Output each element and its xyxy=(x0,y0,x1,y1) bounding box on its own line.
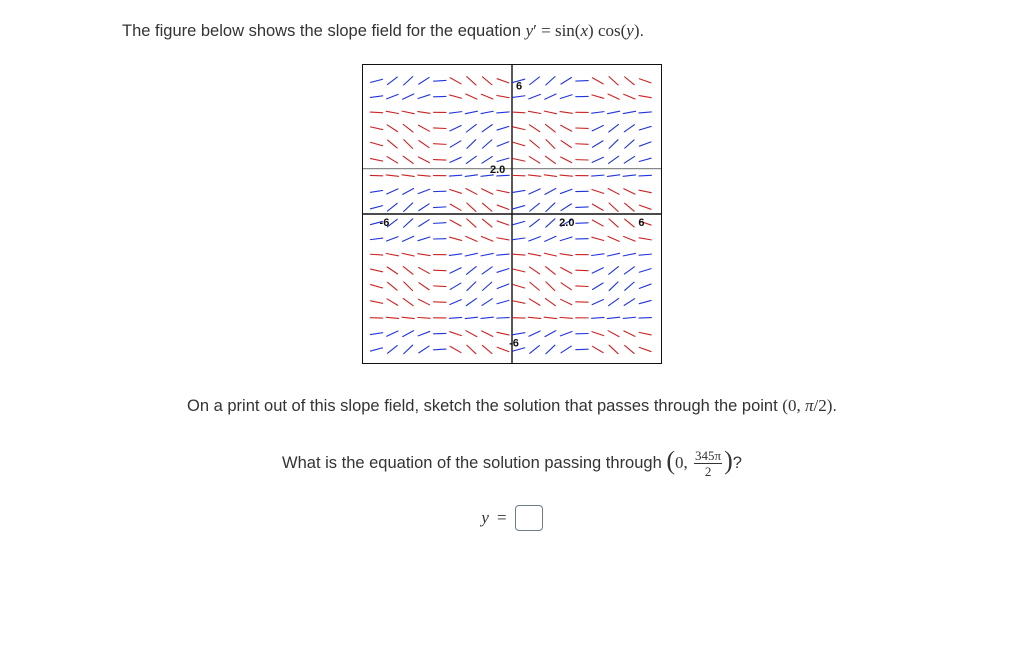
svg-text:2.0: 2.0 xyxy=(559,217,574,229)
intro-period: . xyxy=(640,22,645,40)
svg-text:6: 6 xyxy=(638,217,644,229)
q2-frac-num: 345π xyxy=(694,449,722,464)
eq-eq: = xyxy=(537,21,555,40)
answer-row: y = xyxy=(102,504,922,533)
slope-field-svg: 6 -6 -6 6 2.0 2.0 xyxy=(363,65,661,363)
eq-y: y xyxy=(526,21,534,40)
page-root: The figure below shows the slope field f… xyxy=(0,0,1024,667)
slope-field-figure: 6 -6 -6 6 2.0 2.0 xyxy=(362,64,662,364)
answer-eq: = xyxy=(497,504,507,533)
eq-x: x xyxy=(580,21,588,40)
q2-frac-den: 2 xyxy=(694,464,722,478)
q2-prefix: What is the equation of the solution pas… xyxy=(282,454,666,472)
q1-two: 2 xyxy=(818,396,827,415)
questions-block: On a print out of this slope field, sket… xyxy=(102,392,922,533)
answer-lhs: y xyxy=(481,504,489,533)
intro-prefix: The figure below shows the slope field f… xyxy=(122,22,526,40)
question-2: What is the equation of the solution pas… xyxy=(102,449,922,478)
svg-text:6: 6 xyxy=(516,80,522,92)
answer-input[interactable] xyxy=(515,505,543,531)
q1-period: . xyxy=(832,397,837,415)
eq-cos: cos xyxy=(594,21,621,40)
q2-fraction: 345π2 xyxy=(694,449,722,478)
q2-qmark: ? xyxy=(733,454,742,472)
svg-text:-6: -6 xyxy=(380,217,390,229)
eq-sin: sin xyxy=(555,21,575,40)
svg-text:-6: -6 xyxy=(509,337,519,349)
q2-lp: ( xyxy=(666,446,675,475)
q1-comma: , xyxy=(796,396,805,415)
q2-comma: , xyxy=(684,453,693,472)
eq-y2: y xyxy=(626,21,634,40)
q2-zero: 0 xyxy=(675,453,684,472)
question-1: On a print out of this slope field, sket… xyxy=(102,392,922,421)
q1-prefix: On a print out of this slope field, sket… xyxy=(187,397,782,415)
q2-rp: ) xyxy=(724,446,733,475)
svg-text:2.0: 2.0 xyxy=(490,164,505,176)
intro-text: The figure below shows the slope field f… xyxy=(122,18,902,44)
